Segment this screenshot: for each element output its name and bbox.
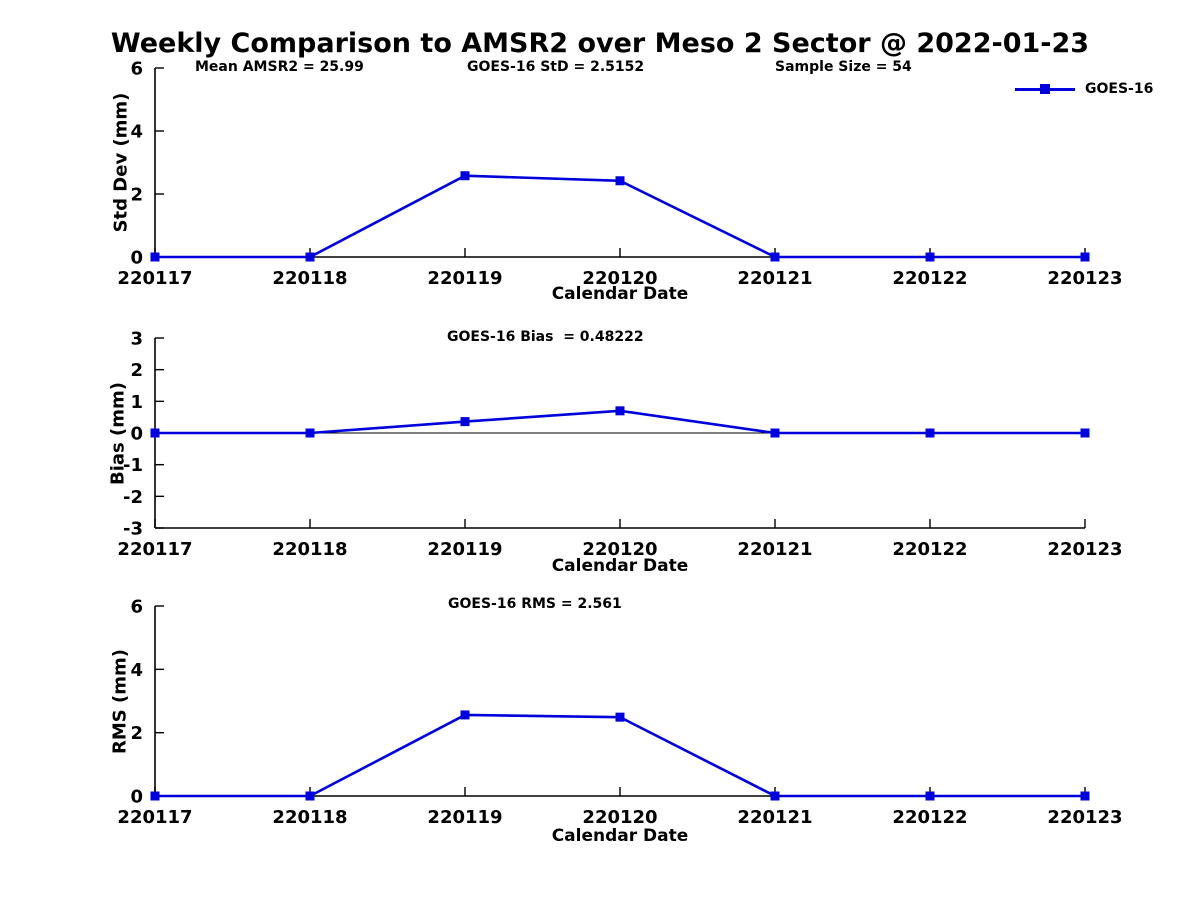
y-tick-label: -3	[123, 519, 143, 540]
rms-plot: 0 2 4 6 220117 220118 220119 220120 220121 220122…	[117, 597, 1122, 829]
data-point	[460, 417, 470, 427]
data-point	[925, 791, 935, 801]
std-dev-plot: 0 2 4 6 220117 220118 220119 220120 220121 220122…	[117, 59, 1122, 290]
data-point	[305, 428, 315, 438]
x-tick-label: 220119	[427, 268, 502, 289]
data-point	[615, 712, 625, 722]
y-tick-label: 3	[130, 329, 143, 350]
x-tick-label: 220122	[892, 539, 967, 560]
x-tick-label: 220122	[892, 268, 967, 289]
data-point	[925, 428, 935, 438]
data-point	[460, 710, 470, 720]
data-point	[1080, 791, 1090, 801]
x-tick-label: 220118	[272, 539, 347, 560]
y-tick-label: 0	[130, 787, 143, 808]
x-tick-label: 220123	[1047, 268, 1122, 289]
x-tick-label: 220117	[117, 807, 192, 828]
x-axis-label-stddev: Calendar Date	[551, 284, 689, 304]
data-point	[150, 791, 160, 801]
bias-plot: -3 -2 -1 0 1 2 3 220117 220118 220119 220120 220121…	[117, 329, 1122, 561]
y-tick-label: 1	[130, 392, 143, 413]
annotation-goes16-rms: GOES-16 RMS = 2.561	[448, 596, 622, 612]
x-tick-label: 220121	[737, 268, 812, 289]
data-line	[155, 174, 1085, 259]
x-tick-label: 220118	[272, 268, 347, 289]
x-axis-label-bias: Calendar Date	[551, 556, 689, 576]
data-point	[615, 176, 625, 186]
x-tick-label: 220123	[1047, 807, 1122, 828]
x-tick-label: 220117	[117, 539, 192, 560]
y-tick-label: -1	[123, 455, 143, 476]
x-tick-label: 220120	[582, 268, 657, 289]
data-point	[150, 428, 160, 438]
data-point	[305, 252, 315, 262]
y-tick-label: -2	[123, 487, 143, 508]
data-point	[770, 252, 780, 262]
y-tick-label: 0	[130, 424, 143, 445]
x-tick-label: 220119	[427, 539, 502, 560]
x-tick-label: 220118	[272, 807, 347, 828]
x-tick-label: 220122	[892, 807, 967, 828]
y-tick-label: 2	[130, 360, 143, 381]
annotation-mean-amsr2: Mean AMSR2 = 25.99	[195, 59, 364, 75]
annotation-goes16-bias: GOES-16 Bias = 0.48222	[447, 329, 644, 345]
data-point	[770, 428, 780, 438]
y-tick-label: 4	[130, 122, 143, 143]
data-point	[460, 171, 470, 181]
data-point	[305, 791, 315, 801]
legend-square-marker-icon	[1040, 84, 1050, 94]
annotation-sample-size: Sample Size = 54	[775, 59, 912, 75]
data-point	[150, 252, 160, 262]
x-tick-label: 220117	[117, 268, 192, 289]
x-tick-label: 220119	[427, 807, 502, 828]
data-point	[1080, 428, 1090, 438]
figure-title: Weekly Comparison to AMSR2 over Meso 2 S…	[110, 28, 1090, 59]
x-tick-label: 220120	[582, 539, 657, 560]
y-tick-label: 2	[130, 185, 143, 206]
y-tick-label: 6	[130, 597, 143, 618]
y-tick-label: 2	[130, 723, 143, 744]
x-tick-label: 220120	[582, 807, 657, 828]
y-tick-label: 6	[130, 59, 143, 80]
data-line	[155, 713, 1085, 798]
x-tick-label: 220123	[1047, 539, 1122, 560]
data-point	[615, 406, 625, 416]
data-point	[925, 252, 935, 262]
legend-label: GOES-16	[1085, 81, 1154, 97]
annotation-goes16-std: GOES-16 StD = 2.5152	[467, 59, 645, 75]
y-tick-label: 4	[130, 660, 143, 681]
data-point	[1080, 252, 1090, 262]
x-tick-label: 220121	[737, 807, 812, 828]
data-point	[770, 791, 780, 801]
y-tick-label: 0	[130, 248, 143, 269]
x-axis-label-rms: Calendar Date	[551, 826, 689, 846]
legend: GOES-16	[1015, 80, 1175, 98]
x-tick-label: 220121	[737, 539, 812, 560]
